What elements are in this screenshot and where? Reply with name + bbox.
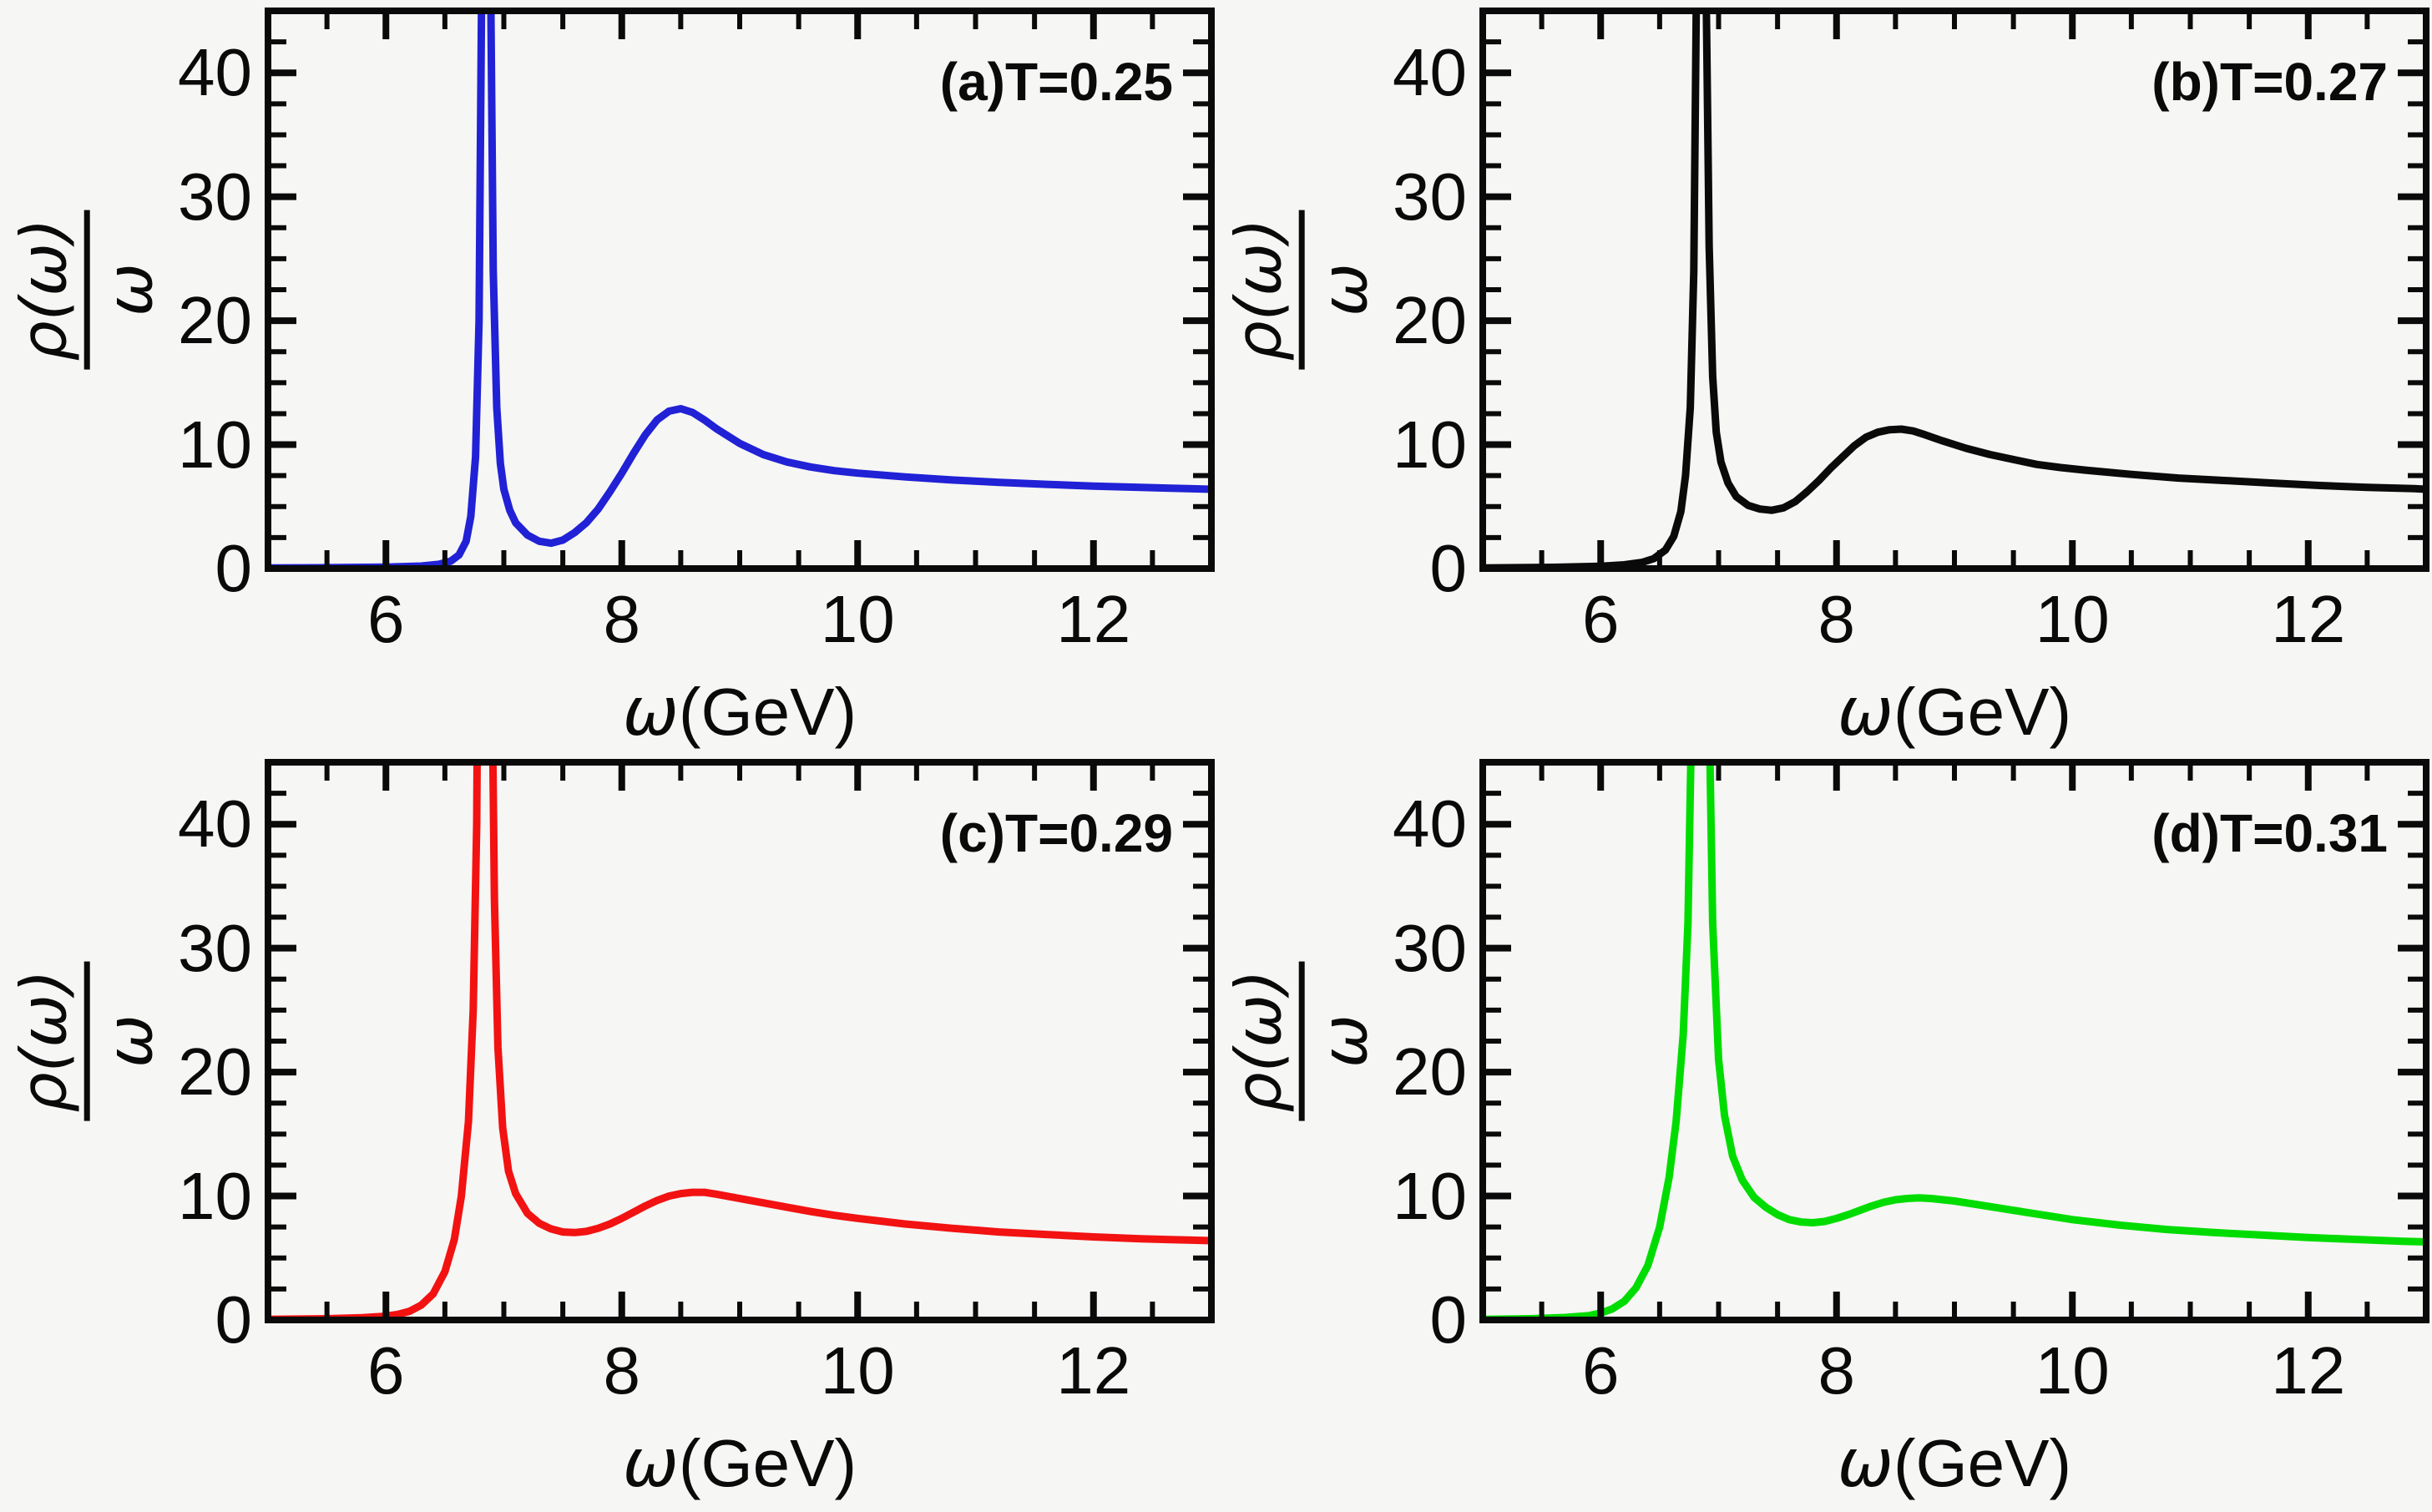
ytick-b-10: 10 bbox=[1393, 407, 1467, 482]
ytick-b-20: 20 bbox=[1393, 283, 1467, 358]
xtick-d-6: 6 bbox=[1582, 1333, 1620, 1408]
ytick-c-10: 10 bbox=[178, 1158, 252, 1233]
xtick-b-8: 8 bbox=[1818, 582, 1856, 656]
ticks-a bbox=[271, 14, 1208, 572]
ylabel-numerator: ρ(ω) bbox=[7, 961, 90, 1121]
ytick-b-0: 0 bbox=[1429, 531, 1468, 605]
xaxis-label-c: ω(GeV) bbox=[531, 1422, 948, 1505]
xtick-c-6: 6 bbox=[367, 1333, 405, 1408]
ytick-a-0: 0 bbox=[215, 531, 253, 605]
gev-units: (GeV) bbox=[1893, 675, 2072, 749]
spectral-curve-c bbox=[268, 762, 1211, 1320]
ylabel-denominator: ω bbox=[1307, 1014, 1382, 1068]
ylabel-numerator: ρ(ω) bbox=[1221, 210, 1305, 370]
ylabel-denominator: ω bbox=[92, 1014, 167, 1068]
panel-label-a: (a)T=0.25 bbox=[939, 52, 1173, 112]
ytick-d-0: 0 bbox=[1429, 1282, 1468, 1357]
ytick-c-30: 30 bbox=[178, 910, 252, 985]
ylabel-denominator: ω bbox=[92, 263, 167, 316]
ytick-a-40: 40 bbox=[178, 35, 252, 110]
omega-symbol: ω bbox=[1837, 673, 1894, 751]
xtick-d-10: 10 bbox=[2035, 1333, 2110, 1408]
xtick-b-6: 6 bbox=[1582, 582, 1620, 656]
xtick-a-8: 8 bbox=[603, 582, 641, 656]
ticks-c bbox=[271, 766, 1208, 1323]
xtick-c-10: 10 bbox=[820, 1333, 895, 1408]
panel-label-d: (d)T=0.31 bbox=[2151, 803, 2388, 863]
xtick-d-12: 12 bbox=[2271, 1333, 2346, 1408]
xtick-a-10: 10 bbox=[820, 582, 895, 656]
yaxis-label-b: ρ(ω) ω bbox=[1221, 210, 1382, 370]
ytick-c-0: 0 bbox=[215, 1282, 253, 1357]
xaxis-label-b: ω(GeV) bbox=[1746, 670, 2163, 754]
ytick-d-30: 30 bbox=[1393, 910, 1467, 985]
ytick-c-40: 40 bbox=[178, 786, 252, 862]
yaxis-label-c: ρ(ω) ω bbox=[7, 961, 167, 1121]
spectral-curve-d bbox=[1483, 762, 2426, 1320]
spectral-curve-b bbox=[1483, 11, 2426, 569]
ytick-b-30: 30 bbox=[1393, 159, 1467, 234]
xaxis-label-a: ω(GeV) bbox=[531, 670, 948, 754]
ylabel-numerator: ρ(ω) bbox=[1221, 961, 1305, 1121]
omega-symbol: ω bbox=[1837, 1424, 1894, 1502]
spectral-curve-a bbox=[268, 11, 1211, 569]
xtick-a-12: 12 bbox=[1056, 582, 1131, 656]
ticks-b bbox=[1486, 14, 2423, 572]
xtick-c-12: 12 bbox=[1056, 1333, 1131, 1408]
yaxis-label-d: ρ(ω) ω bbox=[1221, 961, 1382, 1121]
ytick-d-10: 10 bbox=[1393, 1158, 1467, 1233]
xaxis-label-d: ω(GeV) bbox=[1746, 1422, 2163, 1505]
gev-units: (GeV) bbox=[678, 1426, 857, 1500]
plot-area-b bbox=[1479, 8, 2429, 572]
gev-units: (GeV) bbox=[678, 675, 857, 749]
gev-units: (GeV) bbox=[1893, 1426, 2072, 1500]
omega-symbol: ω bbox=[622, 673, 679, 751]
omega-symbol: ω bbox=[622, 1424, 679, 1502]
plot-area-d bbox=[1479, 759, 2429, 1323]
yaxis-label-a: ρ(ω) ω bbox=[7, 210, 167, 370]
ytick-c-20: 20 bbox=[178, 1034, 252, 1110]
ytick-d-20: 20 bbox=[1393, 1034, 1467, 1110]
ytick-a-20: 20 bbox=[178, 283, 252, 358]
ytick-d-40: 40 bbox=[1393, 786, 1467, 862]
plot-frame-c bbox=[265, 759, 1215, 1323]
plot-area-c bbox=[265, 759, 1215, 1323]
xtick-b-12: 12 bbox=[2271, 582, 2346, 656]
ytick-a-10: 10 bbox=[178, 407, 252, 482]
plot-frame-a bbox=[265, 8, 1215, 572]
panel-label-b: (b)T=0.27 bbox=[2151, 52, 2388, 112]
ytick-b-40: 40 bbox=[1393, 35, 1467, 110]
xtick-b-10: 10 bbox=[2035, 582, 2110, 656]
plot-frame-d bbox=[1479, 759, 2429, 1323]
ylabel-numerator: ρ(ω) bbox=[7, 210, 90, 370]
plot-area-a bbox=[265, 8, 1215, 572]
plot-frame-b bbox=[1479, 8, 2429, 572]
panel-label-c: (c)T=0.29 bbox=[939, 803, 1173, 863]
xtick-a-6: 6 bbox=[367, 582, 405, 656]
xtick-c-8: 8 bbox=[603, 1333, 641, 1408]
ylabel-denominator: ω bbox=[1307, 263, 1382, 316]
ytick-a-30: 30 bbox=[178, 159, 252, 234]
xtick-d-8: 8 bbox=[1818, 1333, 1856, 1408]
